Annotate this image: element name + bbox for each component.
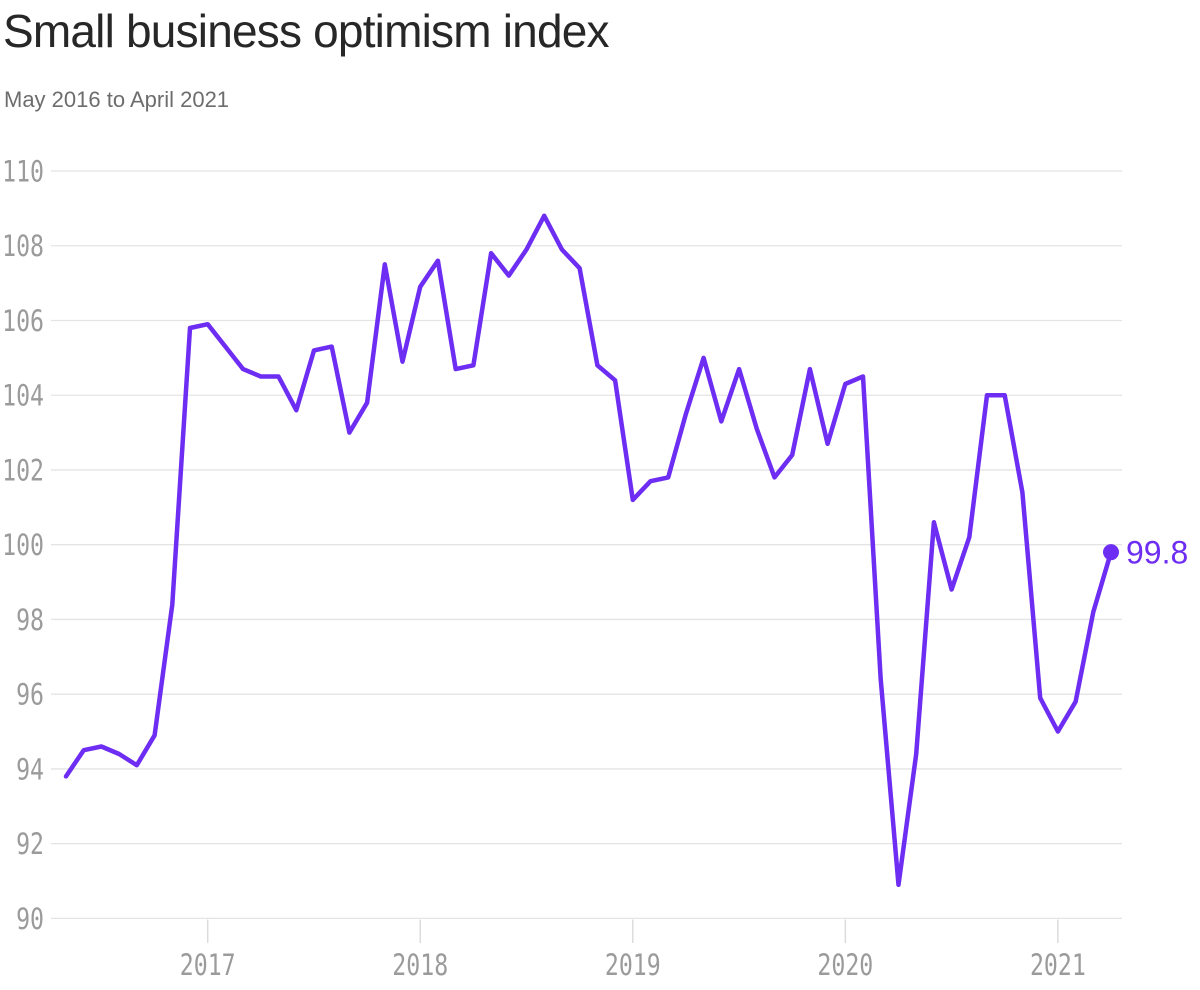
x-axis-label-2021: 2021	[1030, 950, 1086, 983]
y-axis-label-94: 94	[16, 754, 44, 787]
end-point-marker	[1103, 544, 1119, 561]
end-value-label: 99.8	[1126, 535, 1188, 571]
y-axis-label-96: 96	[16, 679, 44, 712]
optimism-index-line	[63, 213, 1114, 888]
y-axis-label-100: 100	[2, 530, 44, 563]
x-axis-label-2020: 2020	[817, 950, 873, 983]
x-axis-label-2018: 2018	[392, 950, 448, 983]
y-axis-label-106: 106	[2, 306, 44, 339]
y-axis-label-102: 102	[2, 455, 44, 488]
y-axis-label-104: 104	[2, 380, 44, 413]
y-axis-label-108: 108	[2, 231, 44, 264]
chart-subtitle: May 2016 to April 2021	[4, 87, 230, 112]
x-axis-label-2019: 2019	[605, 950, 661, 983]
chart-title: Small business optimism index	[3, 5, 610, 57]
y-axis-label-90: 90	[16, 904, 44, 937]
x-axis-label-2017: 2017	[180, 950, 236, 983]
y-axis-label-92: 92	[16, 829, 44, 862]
y-axis-label-98: 98	[16, 605, 44, 638]
y-axis-label-110: 110	[2, 156, 44, 189]
